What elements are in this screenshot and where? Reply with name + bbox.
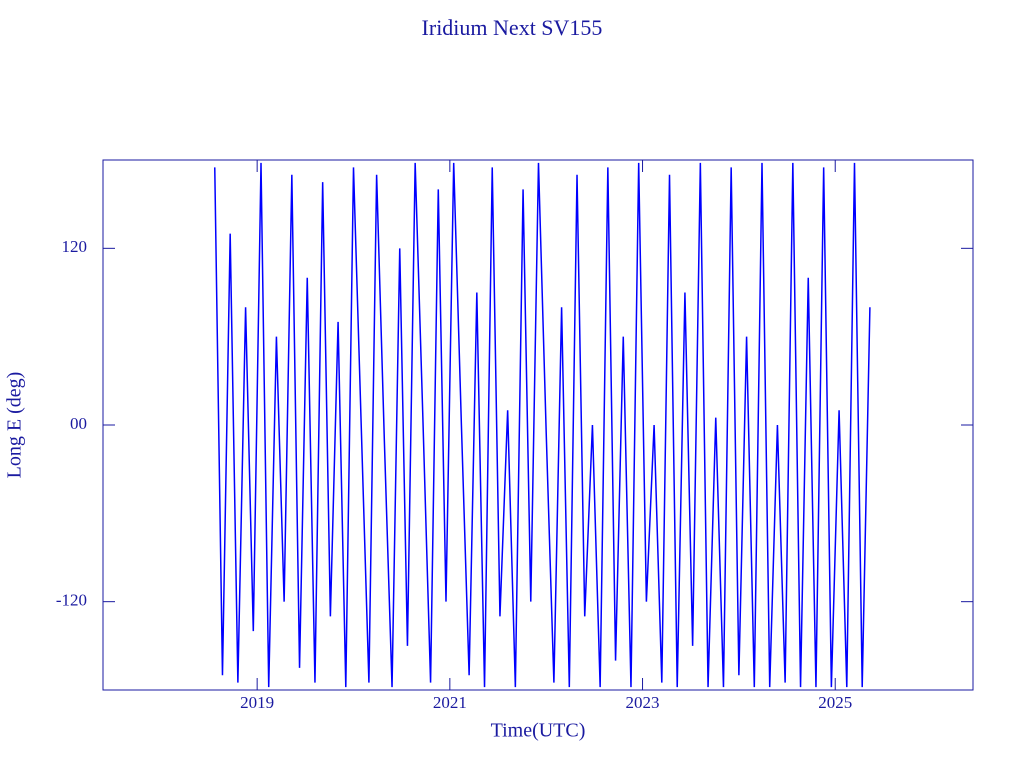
data-line [214, 162, 871, 688]
y-tick-label: 00 [70, 414, 87, 433]
y-tick-label: -120 [56, 591, 87, 610]
x-tick-label: 2025 [818, 693, 852, 712]
chart-title: Iridium Next SV155 [422, 15, 603, 40]
x-tick-label: 2019 [240, 693, 274, 712]
x-tick-label: 2021 [433, 693, 467, 712]
y-tick-label: 120 [62, 237, 88, 256]
x-axis-label: Time(UTC) [491, 720, 586, 742]
x-tick-label: 2023 [626, 693, 660, 712]
y-axis-label: Long E (deg) [4, 372, 26, 479]
